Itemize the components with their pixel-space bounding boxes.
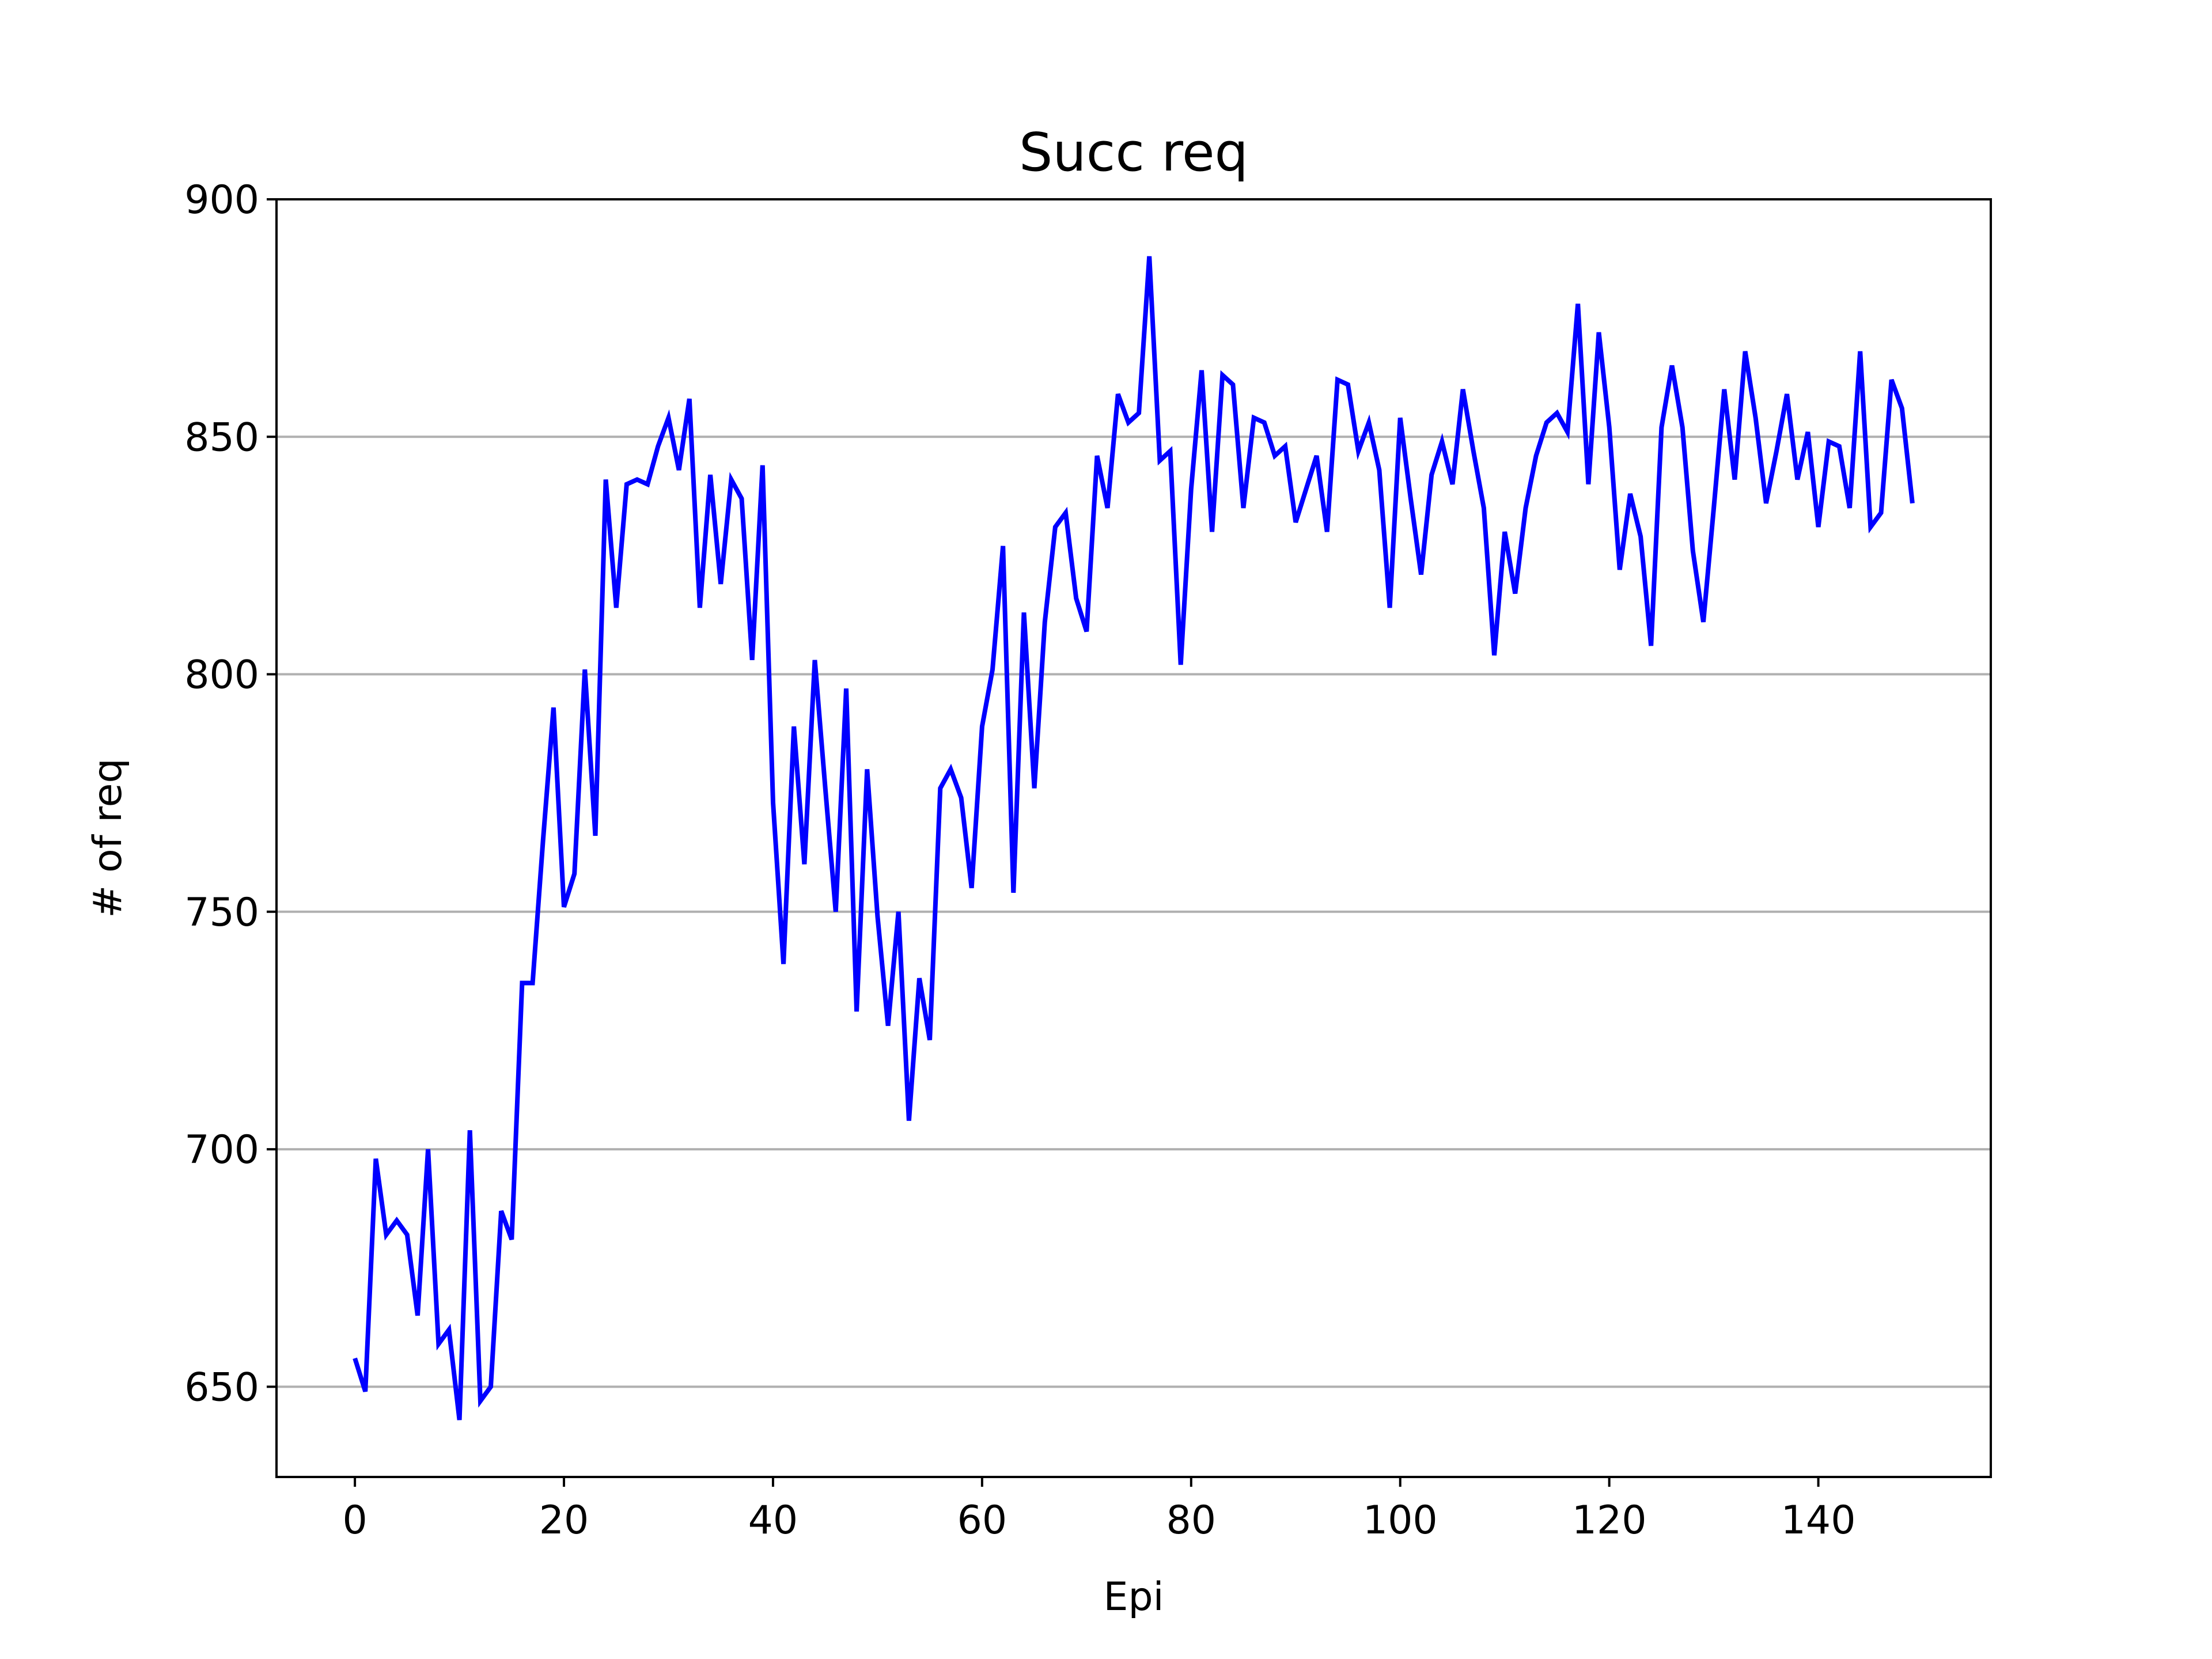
x-axis-label: Epi: [1103, 1574, 1164, 1620]
x-tick-label: 40: [748, 1498, 798, 1543]
x-axis: 0 20 40 60 80 100 120 140: [342, 1477, 1855, 1543]
y-tick-label: 750: [184, 890, 259, 935]
x-tick-label: 60: [957, 1498, 1007, 1543]
y-tick-label: 700: [184, 1127, 259, 1173]
x-tick-label: 100: [1363, 1498, 1438, 1543]
y-tick-label: 900: [184, 177, 259, 223]
y-tick-label: 800: [184, 653, 259, 698]
y-tick-label: 650: [184, 1365, 259, 1410]
x-tick-label: 80: [1166, 1498, 1217, 1543]
plot-frame: [275, 198, 1992, 1478]
y-axis: 650 700 750 800 850 900: [184, 177, 276, 1410]
x-tick-label: 120: [1572, 1498, 1647, 1543]
x-tick-label: 20: [539, 1498, 589, 1543]
series-line: [353, 256, 1915, 1421]
series-group: [353, 256, 1915, 1421]
y-tick-label: 850: [184, 415, 259, 460]
y-axis-label: # of req: [85, 758, 131, 918]
chart-title: Succ req: [1019, 122, 1248, 183]
gridlines: [276, 435, 1991, 1388]
x-tick-label: 140: [1781, 1498, 1856, 1543]
x-tick-label: 0: [342, 1498, 367, 1543]
